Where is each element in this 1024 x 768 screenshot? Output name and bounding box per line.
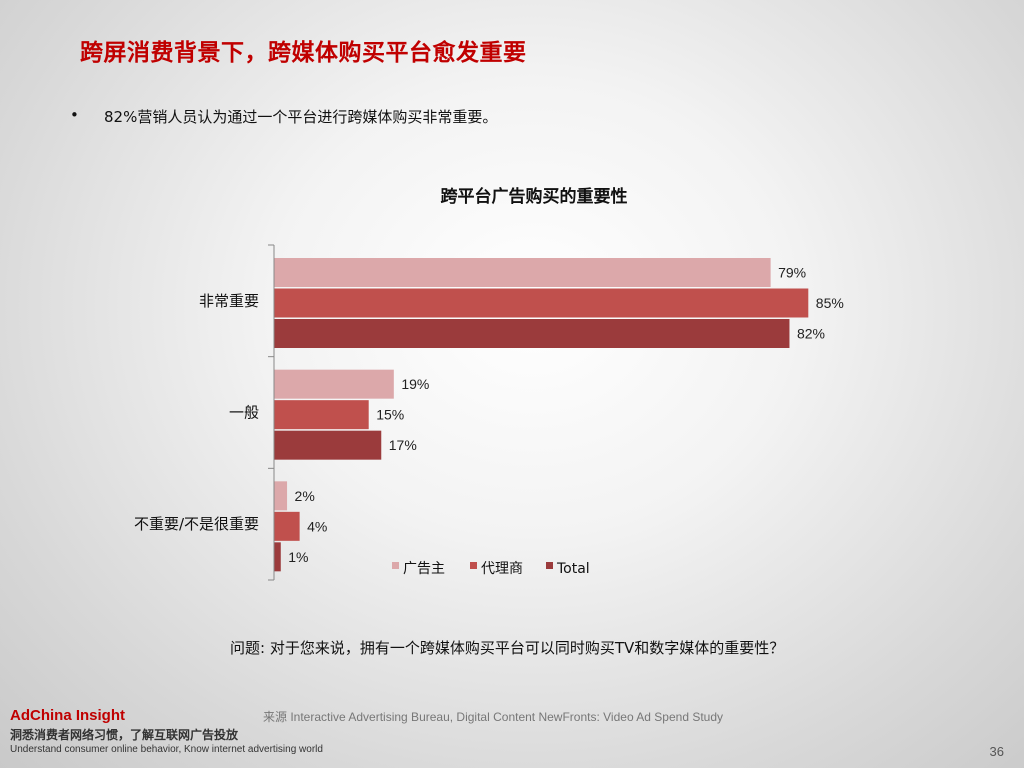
brand-tagline-cn: 洞悉消费者网络习惯，了解互联网广告投放 [10, 728, 239, 742]
data-label: 1% [288, 549, 308, 565]
bar [274, 400, 369, 430]
category-label: 非常重要 [199, 292, 259, 310]
bar [274, 319, 790, 348]
legend-swatch [546, 562, 553, 569]
data-label: 85% [816, 295, 844, 311]
bar [274, 481, 288, 511]
bullet-symbol: • [70, 106, 79, 124]
legend-swatch [470, 562, 477, 569]
data-label: 2% [295, 488, 315, 504]
legend-label: Total [556, 561, 590, 577]
data-label: 79% [778, 265, 806, 281]
survey-question: 问题: 对于您来说，拥有一个跨媒体购买平台可以同时购买TV和数字媒体的重要性？ [230, 639, 785, 657]
bar [274, 258, 771, 287]
data-label: 4% [307, 518, 327, 534]
slide-title: 跨屏消费背景下，跨媒体购买平台愈发重要 [80, 40, 527, 66]
category-label: 不重要/不是很重要 [134, 515, 259, 533]
legend-label: 广告主 [403, 561, 445, 577]
category-label: 一般 [229, 404, 259, 422]
bar [274, 288, 809, 318]
bar [274, 369, 394, 399]
brand-logo-text: AdChina Insight [10, 707, 125, 724]
brand-tagline-en: Understand consumer online behavior, Kno… [10, 744, 323, 755]
source-note: 来源 Interactive Advertising Bureau, Digit… [263, 710, 724, 724]
bar [274, 430, 382, 460]
bullet-text: 82%营销人员认为通过一个平台进行跨媒体购买非常重要。 [104, 108, 498, 126]
page-number: 36 [989, 744, 1004, 759]
legend-swatch [392, 562, 399, 569]
legend-label: 代理商 [481, 561, 523, 577]
data-label: 15% [376, 407, 404, 423]
brand-block: AdChina Insight 洞悉消费者网络习惯，了解互联网广告投放 Unde… [10, 707, 323, 755]
bar [274, 542, 281, 572]
data-label: 17% [389, 437, 417, 453]
data-label: 82% [797, 326, 825, 342]
chart-title: 跨平台广告购买的重要性 [440, 187, 628, 207]
data-label: 19% [401, 376, 429, 392]
bar [274, 511, 300, 541]
